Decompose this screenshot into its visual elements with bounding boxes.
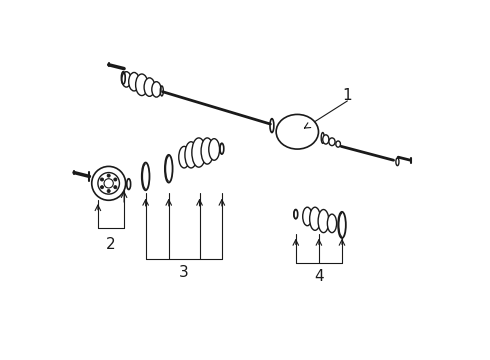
Ellipse shape <box>165 155 172 183</box>
Circle shape <box>114 178 117 181</box>
Ellipse shape <box>329 138 335 145</box>
Ellipse shape <box>142 163 149 190</box>
Ellipse shape <box>318 210 329 233</box>
Ellipse shape <box>201 138 213 164</box>
Ellipse shape <box>303 207 312 226</box>
Circle shape <box>100 186 103 189</box>
Ellipse shape <box>152 82 161 97</box>
Text: 4: 4 <box>314 269 324 284</box>
Ellipse shape <box>310 207 320 230</box>
Ellipse shape <box>209 139 220 160</box>
Ellipse shape <box>122 72 131 87</box>
Ellipse shape <box>185 142 197 168</box>
Circle shape <box>92 166 125 200</box>
Circle shape <box>100 178 103 181</box>
Text: 2: 2 <box>106 237 116 252</box>
Ellipse shape <box>179 147 190 168</box>
Ellipse shape <box>327 214 337 233</box>
Ellipse shape <box>192 138 206 167</box>
Ellipse shape <box>136 74 148 95</box>
Circle shape <box>107 189 110 193</box>
Ellipse shape <box>144 78 155 96</box>
Ellipse shape <box>336 141 341 147</box>
Text: 3: 3 <box>179 265 189 280</box>
Text: 1: 1 <box>343 88 352 103</box>
Ellipse shape <box>129 72 140 91</box>
Circle shape <box>107 174 110 177</box>
Circle shape <box>114 186 117 189</box>
Ellipse shape <box>294 210 298 219</box>
Ellipse shape <box>323 135 329 144</box>
Ellipse shape <box>220 143 224 154</box>
Ellipse shape <box>276 114 318 149</box>
Ellipse shape <box>338 212 346 238</box>
